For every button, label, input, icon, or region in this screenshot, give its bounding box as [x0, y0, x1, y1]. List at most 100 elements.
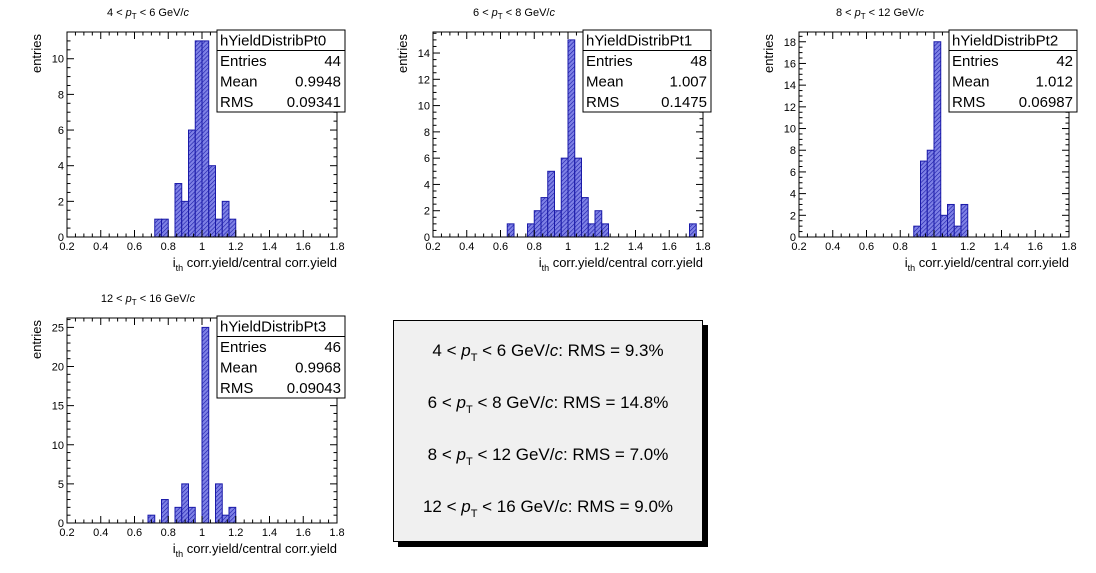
y-tick-label: 12 — [418, 74, 430, 86]
summary-c: c — [549, 341, 559, 360]
histogram-pt2: 0.2 0.4 0.6 0.8 1 1.2 1.4 1.6 1.8 0 2 4 6 8 10 12 14 16 18… — [761, 7, 1078, 273]
summary-c: c — [559, 497, 568, 516]
x-tick-label: 0.2 — [59, 241, 74, 253]
y-tick-label: 6 — [790, 167, 796, 179]
x-axis-label: ith corr.yield/central corr.yield — [539, 255, 703, 273]
x-tick-label: 0.8 — [161, 527, 176, 539]
histogram-bar — [574, 157, 582, 238]
stats-label: RMS — [220, 380, 253, 397]
histogram-bar — [215, 483, 223, 524]
y-tick-label: 2 — [58, 196, 64, 208]
stats-box: hYieldDistribPt0 Entries 44 Mean 0.9948 RMS 0.… — [216, 29, 346, 113]
summary-text: < 8 GeV/ — [472, 393, 546, 412]
x-tick-label: 0.4 — [93, 527, 108, 539]
y-tick-label: 0 — [58, 232, 64, 244]
x-tick-label: 1.2 — [228, 527, 243, 539]
histogram-bar — [567, 39, 576, 238]
summary-p: p — [461, 341, 471, 360]
summary-line-pt3: 12 < pT < 16 GeV/c: RMS = 9.0% — [423, 498, 673, 520]
stats-box-frame — [582, 29, 712, 113]
x-axis-label: ith corr.yield/central corr.yield — [173, 541, 337, 559]
histogram-title: 12 < pT < 16 GeV/c — [101, 293, 196, 307]
histogram-bar — [208, 165, 216, 238]
stats-value: 46 — [324, 339, 341, 356]
x-tick-label: 0.8 — [161, 241, 176, 253]
histogram-bar — [154, 218, 162, 238]
y-axis-label: entries — [761, 34, 776, 74]
x-tick-label: 1.4 — [994, 241, 1009, 253]
histogram-bar — [560, 157, 569, 238]
y-tick-label: 4 — [424, 179, 430, 191]
histogram-bar — [926, 149, 935, 238]
histogram-bar — [221, 514, 230, 524]
stats-label: RMS — [220, 94, 253, 111]
y-tick-label: 8 — [790, 145, 796, 157]
stats-value: 1.012 — [1035, 74, 1073, 91]
x-tick-label: 1.8 — [695, 241, 710, 253]
stats-value: 1.007 — [669, 74, 707, 91]
stats-label: Mean — [220, 74, 258, 91]
y-tick-label: 15 — [52, 401, 64, 413]
y-tick-label: 0 — [424, 232, 430, 244]
stats-box-title: hYieldDistribPt0 — [220, 33, 326, 50]
histogram-pt0: 0.2 0.4 0.6 0.8 1 1.2 1.4 1.6 1.8 0 2 4 6 8 10 entries i… — [29, 7, 346, 273]
summary-text: < 12 GeV/ — [472, 445, 555, 464]
x-tick-label: 1 — [931, 241, 937, 253]
histogram-bar — [174, 183, 183, 238]
x-tick-label: 0.4 — [93, 241, 108, 253]
summary-rms: : RMS = 9.3% — [558, 341, 664, 360]
x-tick-label: 1.8 — [329, 241, 344, 253]
summary-text: 12 < — [422, 497, 462, 516]
y-tick-label: 2 — [790, 210, 796, 222]
y-tick-label: 4 — [58, 161, 64, 173]
x-tick-label: 0.6 — [127, 241, 142, 253]
summary-rms: : RMS = 7.0% — [562, 445, 669, 464]
y-tick-label: 10 — [52, 440, 64, 452]
summary-text: < 6 GeV/ — [477, 341, 550, 360]
histogram-bar — [221, 200, 230, 238]
stats-box-frame — [216, 29, 346, 113]
stats-box: hYieldDistribPt2 Entries 42 Mean 1.012 RMS 0.0… — [948, 29, 1078, 113]
y-tick-label: 14 — [784, 80, 796, 92]
histogram-bar — [181, 483, 189, 524]
summary-line-pt1: 6 < pT < 8 GeV/c: RMS = 14.8% — [428, 394, 669, 416]
y-tick-label: 6 — [58, 125, 64, 137]
y-tick-label: 10 — [418, 101, 430, 113]
y-tick-label: 2 — [424, 206, 430, 218]
histogram-bar — [594, 210, 603, 238]
stats-label: Entries — [220, 339, 267, 356]
summary-text: 8 < — [427, 445, 457, 464]
histogram-bar — [161, 218, 169, 238]
stats-label: RMS — [586, 94, 619, 111]
summary-sub: T — [465, 456, 473, 468]
histogram-bar — [194, 40, 203, 238]
x-axis-label: ith corr.yield/central corr.yield — [905, 255, 1069, 273]
x-tick-label: 0.6 — [859, 241, 874, 253]
y-tick-label: 25 — [52, 322, 64, 334]
histogram-bar — [228, 218, 237, 238]
summary-sub: T — [465, 404, 473, 416]
x-tick-label: 1 — [199, 241, 205, 253]
y-tick-label: 8 — [58, 89, 64, 101]
stats-value: 0.09043 — [287, 380, 341, 397]
summary-rms: : RMS = 14.8% — [553, 393, 669, 412]
summary-c: c — [545, 393, 554, 412]
histogram-bar — [201, 326, 210, 524]
stats-box-frame — [216, 315, 346, 399]
stats-label: Entries — [586, 53, 633, 70]
summary-text: 6 < — [427, 393, 457, 412]
histogram-pt3: 0.2 0.4 0.6 0.8 1 1.2 1.4 1.6 1.8 0 5 10 15 20 25 entri… — [29, 293, 346, 559]
histogram-bar — [174, 506, 183, 524]
stats-box-title: hYieldDistribPt1 — [586, 33, 692, 50]
stats-box-title: hYieldDistribPt3 — [220, 319, 326, 336]
stats-value: 0.09341 — [287, 94, 341, 111]
histogram-bar — [547, 170, 555, 238]
histogram-bar — [960, 203, 969, 238]
stats-value: 0.9948 — [295, 74, 341, 91]
summary-sub: T — [470, 508, 478, 520]
histogram-bar — [933, 41, 942, 238]
stats-box: hYieldDistribPt3 Entries 46 Mean 0.9968 RMS 0.… — [216, 315, 346, 399]
stats-value: 44 — [324, 53, 341, 70]
x-tick-label: 0.2 — [59, 527, 74, 539]
histogram-bar — [554, 210, 562, 238]
